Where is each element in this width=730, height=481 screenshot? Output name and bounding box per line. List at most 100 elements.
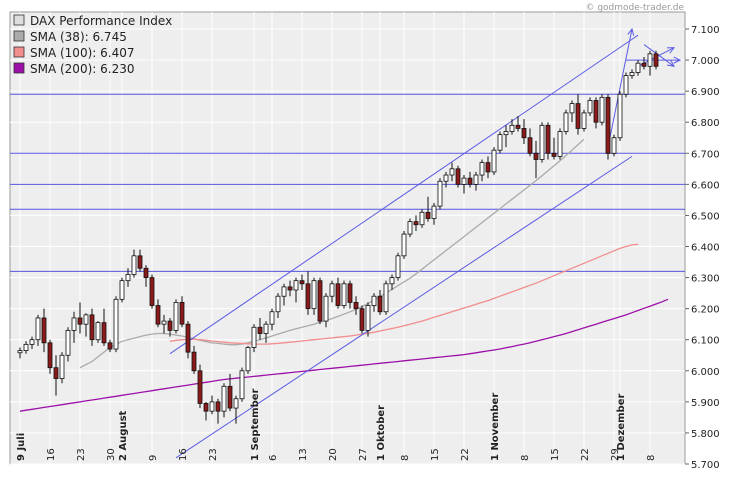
candle-body bbox=[449, 168, 455, 176]
x-tick-label: 22 bbox=[580, 448, 591, 461]
x-tick-label: 15 bbox=[430, 448, 441, 461]
horizontal-levels bbox=[10, 93, 685, 272]
candle-body bbox=[569, 103, 575, 114]
y-tick-label: 6.600 bbox=[691, 180, 720, 191]
candle-body bbox=[293, 280, 299, 291]
x-tick-label: 1 November bbox=[490, 393, 501, 461]
candle-body bbox=[59, 354, 65, 379]
candle-body bbox=[173, 302, 179, 331]
x-tick-label: 8 bbox=[400, 455, 411, 461]
candle-body bbox=[77, 317, 83, 325]
candle-body bbox=[443, 174, 449, 182]
candle-body bbox=[575, 103, 581, 129]
candle-body bbox=[53, 367, 59, 379]
x-tick-label: 8 bbox=[646, 455, 657, 461]
candle-body bbox=[113, 298, 119, 350]
candle-body bbox=[23, 343, 29, 351]
y-tick-label: 6.300 bbox=[691, 274, 720, 285]
candle-body bbox=[641, 62, 647, 67]
candle-body bbox=[17, 350, 23, 354]
y-tick-label: 6.800 bbox=[691, 118, 720, 129]
candle-body bbox=[101, 322, 107, 344]
candle-body bbox=[167, 320, 173, 331]
candle-body bbox=[467, 177, 473, 185]
legend-swatch bbox=[13, 46, 25, 58]
projection-arrow-head bbox=[667, 59, 675, 67]
legend-label: SMA (38): 6.745 bbox=[30, 30, 127, 44]
y-tick-label: 5.900 bbox=[691, 398, 720, 409]
candle-body bbox=[209, 401, 215, 412]
candle-body bbox=[653, 53, 659, 67]
x-tick-label: 16 bbox=[178, 448, 189, 461]
candle-body bbox=[155, 305, 161, 325]
candle-body bbox=[503, 131, 509, 136]
legend-label: SMA (200): 6.230 bbox=[30, 62, 134, 76]
candle-body bbox=[617, 93, 623, 139]
candle-body bbox=[323, 295, 329, 322]
candle-body bbox=[557, 131, 563, 157]
candle-body bbox=[305, 283, 311, 310]
x-tick-label: 6 bbox=[268, 455, 279, 461]
projection-arrow-head bbox=[673, 56, 682, 64]
candle-body bbox=[431, 205, 437, 219]
x-tick-label: 16 bbox=[46, 448, 57, 461]
y-tick-label: 6.900 bbox=[691, 87, 720, 98]
candle-body bbox=[83, 314, 89, 325]
candle-body bbox=[527, 137, 533, 154]
candle-body bbox=[137, 255, 143, 269]
candle-body bbox=[47, 342, 53, 369]
candle-body bbox=[185, 323, 191, 353]
candle-body bbox=[299, 280, 305, 285]
x-tick-label: 9 bbox=[148, 455, 159, 461]
candle-body bbox=[35, 317, 41, 341]
candle-body bbox=[215, 401, 221, 412]
candle-body bbox=[497, 134, 503, 151]
candle-body bbox=[71, 317, 77, 331]
x-tick-label: 27 bbox=[358, 448, 369, 461]
candle-body bbox=[413, 221, 419, 226]
x-tick-label: 22 bbox=[460, 448, 471, 461]
candle-body bbox=[593, 100, 599, 123]
candle-body bbox=[95, 322, 101, 341]
y-tick-label: 7.100 bbox=[691, 25, 720, 36]
candle-body bbox=[251, 326, 257, 348]
candle-body bbox=[539, 124, 545, 160]
candle-body bbox=[407, 221, 413, 235]
trend-channel-upper bbox=[169, 34, 639, 355]
candle-body bbox=[401, 233, 407, 257]
candle-body bbox=[455, 168, 461, 185]
legend-label: SMA (100): 6.407 bbox=[30, 46, 134, 60]
candle-body bbox=[419, 211, 425, 226]
candle-body bbox=[491, 149, 497, 173]
candle-body bbox=[239, 370, 245, 400]
candle-body bbox=[599, 96, 605, 123]
candlesticks bbox=[17, 50, 659, 424]
candle-body bbox=[395, 255, 401, 278]
x-tick-label: 30 bbox=[106, 448, 117, 461]
candle-body bbox=[317, 280, 323, 322]
candle-body bbox=[533, 152, 539, 160]
candle-body bbox=[89, 314, 95, 341]
x-tick-label: 8 bbox=[520, 455, 531, 461]
candle-body bbox=[611, 137, 617, 154]
candle-body bbox=[179, 302, 185, 325]
candle-body bbox=[425, 211, 431, 219]
candle-body bbox=[269, 311, 275, 325]
y-tick-label: 5.800 bbox=[691, 429, 720, 440]
candle-body bbox=[233, 398, 239, 409]
candle-body bbox=[221, 385, 227, 412]
candle-body bbox=[365, 305, 371, 331]
projection-arrow bbox=[607, 28, 633, 148]
candle-body bbox=[107, 342, 113, 350]
candle-body bbox=[377, 295, 383, 313]
candle-body bbox=[635, 62, 641, 73]
x-tick-label: 23 bbox=[76, 448, 87, 461]
x-tick-label: 13 bbox=[298, 448, 309, 461]
y-tick-label: 6.100 bbox=[691, 336, 720, 347]
candle-body bbox=[311, 280, 317, 310]
candle-body bbox=[647, 53, 653, 67]
candle-body bbox=[41, 317, 47, 344]
candle-body bbox=[389, 277, 395, 285]
candle-body bbox=[623, 75, 629, 95]
